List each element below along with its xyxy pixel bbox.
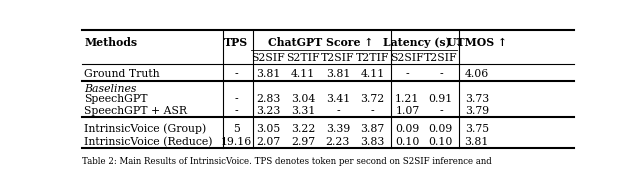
Text: 1.07: 1.07 [396,106,419,116]
Text: -: - [439,69,443,79]
Text: 2.97: 2.97 [291,137,316,147]
Text: -: - [234,106,238,116]
Text: 3.72: 3.72 [360,94,385,104]
Text: T2SIF: T2SIF [424,53,458,63]
Text: 4.06: 4.06 [465,69,489,79]
Text: IntrinsicVoice (Reduce): IntrinsicVoice (Reduce) [84,137,213,147]
Text: -: - [234,94,238,104]
Text: 19.16: 19.16 [221,137,252,147]
Text: 4.11: 4.11 [291,69,316,79]
Text: 3.73: 3.73 [465,94,489,104]
Text: ChatGPT Score ↑: ChatGPT Score ↑ [268,37,373,48]
Text: 0.91: 0.91 [429,94,453,104]
Text: 2.07: 2.07 [257,137,280,147]
Text: -: - [371,106,374,116]
Text: 3.31: 3.31 [291,106,316,116]
Text: 3.75: 3.75 [465,123,489,134]
Text: 3.79: 3.79 [465,106,489,116]
Text: 3.81: 3.81 [465,137,489,147]
Text: 3.22: 3.22 [291,123,316,134]
Text: 3.83: 3.83 [360,137,385,147]
Text: 3.81: 3.81 [256,69,281,79]
Text: Methods: Methods [84,37,138,48]
Text: 3.04: 3.04 [291,94,316,104]
Text: S2SIF: S2SIF [390,53,424,63]
Text: UTMOS ↑: UTMOS ↑ [447,37,507,48]
Text: TPS: TPS [224,37,248,48]
Text: 0.10: 0.10 [395,137,420,147]
Text: -: - [336,106,340,116]
Text: IntrinsicVoice (Group): IntrinsicVoice (Group) [84,123,207,134]
Text: 2.83: 2.83 [256,94,281,104]
Text: Baselines: Baselines [84,84,137,94]
Text: 5: 5 [233,123,239,134]
Text: 3.39: 3.39 [326,123,350,134]
Text: -: - [439,106,443,116]
Text: 4.11: 4.11 [360,69,385,79]
Text: 3.23: 3.23 [256,106,281,116]
Text: 0.09: 0.09 [396,123,419,134]
Text: -: - [234,69,238,79]
Text: 3.81: 3.81 [326,69,350,79]
Text: 3.41: 3.41 [326,94,350,104]
Text: T2SIF: T2SIF [321,53,355,63]
Text: -: - [406,69,409,79]
Text: S2SIF: S2SIF [252,53,285,63]
Text: Table 2: Main Results of IntrinsicVoice. TPS denotes token per second on S2SIF i: Table 2: Main Results of IntrinsicVoice.… [83,157,492,166]
Text: 1.21: 1.21 [395,94,420,104]
Text: Ground Truth: Ground Truth [84,69,160,79]
Text: Latency (s) ↓: Latency (s) ↓ [383,37,464,48]
Text: 3.87: 3.87 [360,123,385,134]
Text: 0.10: 0.10 [429,137,453,147]
Text: SpeechGPT: SpeechGPT [84,94,148,104]
Text: S2TIF: S2TIF [286,53,320,63]
Text: 2.23: 2.23 [326,137,350,147]
Text: SpeechGPT + ASR: SpeechGPT + ASR [84,106,188,116]
Text: 0.09: 0.09 [429,123,453,134]
Text: 3.05: 3.05 [257,123,280,134]
Text: T2TIF: T2TIF [356,53,389,63]
